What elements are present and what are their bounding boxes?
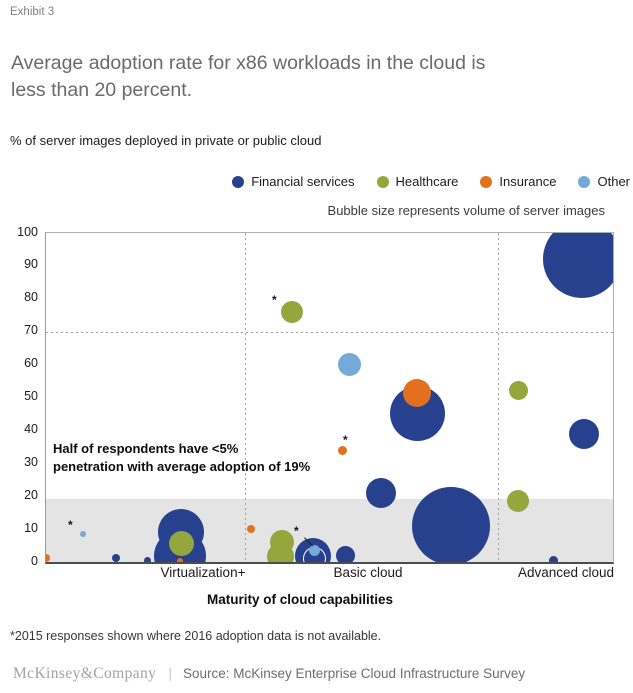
y-tick-label: 60 [24,356,38,371]
y-tick-label: 50 [24,389,38,403]
x-category-label: Advanced cloud [517,565,615,580]
y-tick-label: 10 [24,520,38,535]
y-tick-label: 80 [24,290,38,305]
y-axis-ticks: 0 10 20 30 40 50 60 70 80 90 100 [0,225,38,568]
bubble-financial [112,553,120,562]
bubble-financial [412,486,490,562]
bubble-financial [569,418,599,449]
legend-label: Financial services [251,174,355,189]
exhibit-label: Exhibit 3 [10,6,55,18]
x-category-label: Basic cloud [333,565,403,580]
legend-dot-financial [232,175,245,188]
chart-legend: Financial services Healthcare Insurance Oth… [232,174,630,189]
x-axis-title: Maturity of cloud capabilities [206,592,394,607]
legend-dot-healthcare [376,175,389,188]
asterisk-marker: * [343,433,348,447]
chart-subtitle: % of server images deployed in private o… [10,133,322,148]
legend-item-insurance: Insurance [480,174,556,189]
source-text: Source: McKinsey Enterprise Cloud Infras… [182,666,526,681]
x-axis-category-labels: Virtualization+ Basic cloud Advanced cloud [45,565,615,581]
bubble-healthcare [281,300,303,323]
footer-separator: | [168,665,172,681]
bubble-other [308,544,320,556]
legend-label: Healthcare [395,174,459,189]
y-tick-label: 100 [17,224,38,239]
bubble-insurance [46,554,50,562]
y-tick-label: 70 [24,323,38,338]
bubble-insurance [247,525,255,534]
legend-label: Other [597,174,630,189]
legend-item-financial: Financial services [232,174,355,189]
page-title: Average adoption rate for x86 workloads … [11,52,486,101]
y-tick-label: 0 [31,553,38,568]
mckinsey-wordmark: McKinsey&Company [13,665,157,682]
bubble-financial [143,556,151,562]
bubble-financial [335,545,355,562]
x-category-label: Virtualization+ [160,565,246,580]
bubble-size-note: Bubble size represents volume of server … [327,203,605,218]
category-divider-line [498,233,499,562]
y-tick-label: 40 [24,421,38,436]
bubble-financial [366,477,396,508]
bubble-healthcare [508,381,528,401]
legend-item-other: Other [578,174,630,189]
legend-dot-insurance [480,175,493,188]
bubble-insurance [403,378,431,407]
dotted-gridline-70 [46,332,613,333]
legend-label: Insurance [499,174,557,189]
bubble-healthcare [266,542,294,562]
annotation-text: Half of respondents have <5% penetration… [53,441,311,474]
bubble-healthcare [507,490,529,513]
asterisk-marker: * [294,524,299,538]
asterisk-marker: * [272,293,277,307]
y-tick-label: 30 [24,454,38,469]
asterisk-marker: * [68,518,73,532]
bubble-insurance [337,445,347,455]
y-tick-label: 90 [24,257,38,272]
plot-area: Half of respondents have <5% penetration… [45,232,614,564]
footnote: *2015 responses shown where 2016 adoptio… [10,629,382,643]
bubble-other [337,353,361,377]
legend-dot-other [578,175,591,188]
footer: McKinsey&Company | Source: McKinsey Ente… [13,665,525,683]
bubble-other [80,531,86,538]
y-tick-label: 20 [24,487,38,502]
bubble-financial [543,233,613,299]
legend-item-healthcare: Healthcare [376,174,459,189]
category-divider-line [245,233,246,562]
bubble-insurance [177,557,183,562]
bubble-financial [548,555,558,562]
bubble-healthcare [168,531,194,557]
